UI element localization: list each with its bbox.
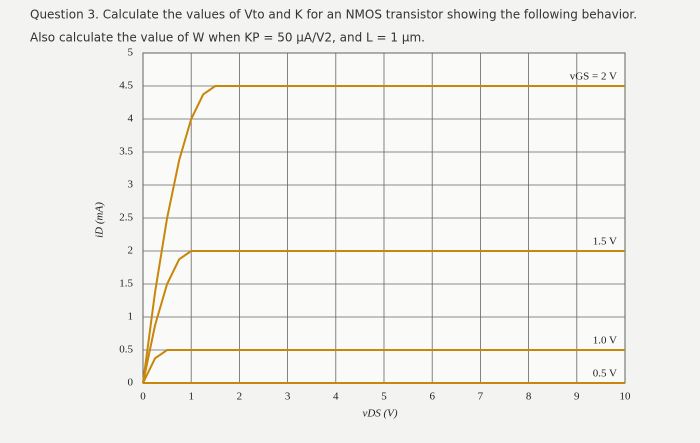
series-label: 0.5 V: [593, 368, 617, 380]
data-line: [142, 349, 625, 384]
y-tick-label: 0.5: [119, 344, 133, 356]
x-tick-label: 0: [140, 391, 146, 403]
series-label: 1.5 V: [593, 236, 617, 248]
x-tick-label: 7: [478, 391, 484, 403]
x-tick-label: 5: [381, 391, 387, 403]
question-line: Question 3. Calculate the values of Vto …: [30, 8, 637, 22]
y-tick-label: 3: [128, 179, 134, 191]
x-tick-label: 8: [526, 391, 532, 403]
y-tick-label: 1: [128, 311, 134, 323]
series-label: 1.0 V: [593, 335, 617, 347]
data-line: [142, 250, 625, 384]
x-tick-label: 4: [333, 391, 339, 403]
series-label: vGS = 2 V: [570, 71, 617, 83]
y-tick-label: 2.5: [119, 212, 133, 224]
x-tick-label: 3: [285, 391, 291, 403]
y-axis-label: iD (mA): [94, 202, 106, 238]
x-axis-label: vDS (V): [362, 408, 397, 420]
x-tick-label: 6: [429, 391, 435, 403]
y-tick-label: 4: [128, 113, 134, 125]
y-tick-label: 2: [128, 245, 134, 257]
y-tick-label: 1.5: [119, 278, 133, 290]
x-tick-label: 9: [574, 391, 580, 403]
data-line: [142, 85, 625, 384]
y-tick-label: 0: [128, 377, 134, 389]
y-tick-label: 4.5: [119, 80, 133, 92]
x-tick-label: 1: [188, 391, 194, 403]
y-tick-label: 3.5: [119, 146, 133, 158]
question-line: Also calculate the value of W when KP = …: [30, 31, 425, 45]
x-tick-label: 2: [237, 391, 243, 403]
x-tick-label: 10: [620, 391, 632, 403]
y-tick-label: 5: [128, 47, 134, 59]
